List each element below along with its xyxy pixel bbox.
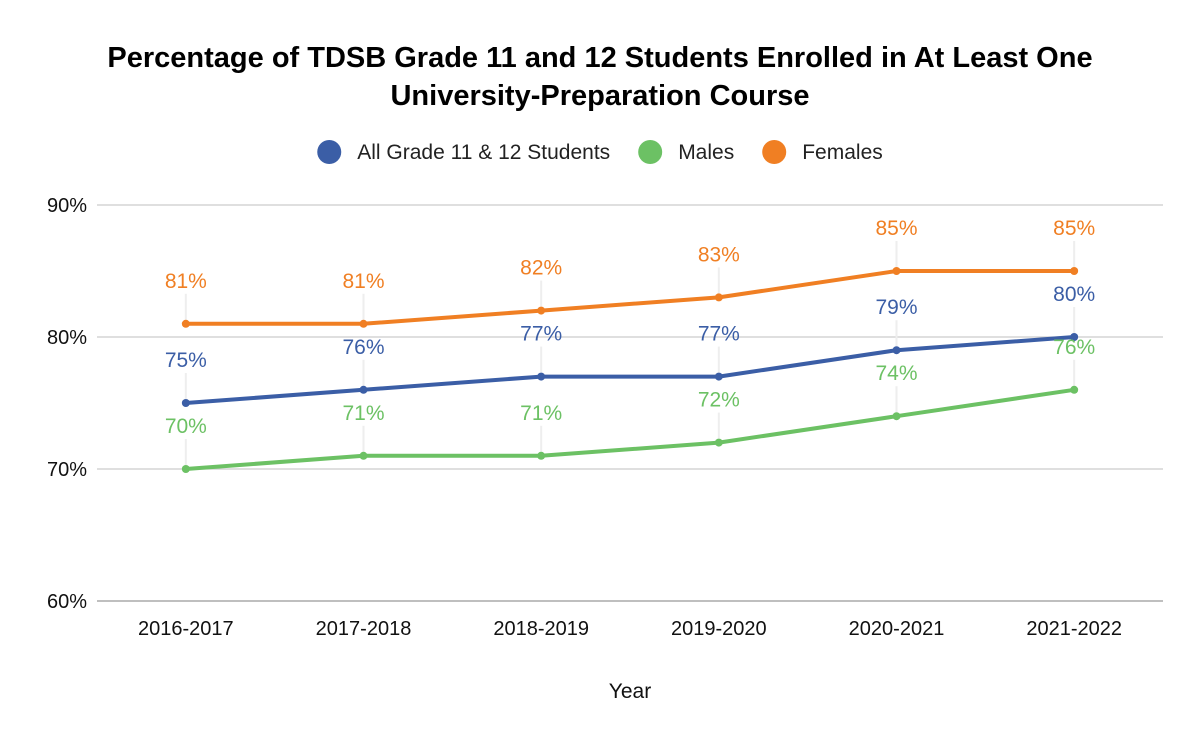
data-point <box>892 412 901 421</box>
legend: All Grade 11 & 12 Students Males Females <box>317 140 883 164</box>
series-layer <box>181 241 1079 473</box>
data-point <box>714 372 723 381</box>
chart-title-line-2: University-Preparation Course <box>390 80 809 112</box>
data-label: 83% <box>698 243 740 266</box>
data-label: 81% <box>342 270 384 293</box>
data-label: 82% <box>520 257 562 280</box>
x-axis-label: Year <box>609 680 651 703</box>
data-label: 77% <box>698 323 740 346</box>
chart-title-line-1: Percentage of TDSB Grade 11 and 12 Stude… <box>107 42 1092 74</box>
y-tick-label: 80% <box>47 327 87 349</box>
data-point <box>181 319 190 328</box>
data-labels: 75% 76% 77% 77% 79% 80% 70% 71% 71% 72% 74% 76% 81% 8… <box>165 217 1095 438</box>
legend-item: Females <box>762 140 883 164</box>
data-label: 79% <box>875 296 917 319</box>
data-point <box>359 319 368 328</box>
data-label: 71% <box>520 402 562 425</box>
legend-label: Males <box>678 141 734 164</box>
series-2 <box>181 267 1079 328</box>
series-line <box>183 269 1077 326</box>
y-tick-label: 90% <box>47 195 87 217</box>
data-label: 74% <box>875 362 917 385</box>
series-line <box>183 387 1077 471</box>
x-tick-label: 2020-2021 <box>849 618 945 640</box>
data-point <box>714 438 723 447</box>
data-point <box>537 372 546 381</box>
legend-swatch <box>317 140 342 164</box>
data-point <box>892 267 901 275</box>
legend-label: Females <box>802 141 883 164</box>
x-axis-ticks: 2016-2017 2017-2018 2018-2019 2019-2020 2020… <box>138 618 1122 640</box>
data-label: 80% <box>1053 283 1095 306</box>
data-point <box>359 385 368 394</box>
legend-item: Males <box>638 140 734 164</box>
data-label: 76% <box>342 336 384 359</box>
data-point <box>1070 267 1079 275</box>
data-label: 70% <box>165 415 207 438</box>
x-tick-label: 2021-2022 <box>1026 618 1122 640</box>
y-tick-label: 70% <box>47 459 87 481</box>
x-tick-label: 2019-2020 <box>671 618 767 640</box>
data-point <box>1070 333 1079 341</box>
gridlines <box>97 204 1163 602</box>
label-leaders <box>184 241 1076 465</box>
legend-item: All Grade 11 & 12 Students <box>317 140 610 164</box>
data-point <box>892 346 901 355</box>
legend-swatch <box>762 140 787 164</box>
legend-label: All Grade 11 & 12 Students <box>357 141 610 164</box>
data-point <box>181 399 190 407</box>
chart-title: Percentage of TDSB Grade 11 and 12 Stude… <box>107 42 1092 112</box>
data-label: 77% <box>520 323 562 346</box>
series-0 <box>181 333 1079 407</box>
data-label: 76% <box>1053 336 1095 359</box>
data-point <box>714 293 723 302</box>
x-tick-label: 2016-2017 <box>138 618 234 640</box>
data-point <box>359 451 368 460</box>
data-label: 71% <box>342 402 384 425</box>
x-tick-label: 2018-2019 <box>493 618 589 640</box>
legend-swatch <box>638 140 663 164</box>
data-label: 85% <box>1053 217 1095 240</box>
series-1 <box>181 385 1079 473</box>
data-label: 72% <box>698 389 740 412</box>
data-label: 85% <box>875 217 917 240</box>
data-label: 81% <box>165 270 207 293</box>
y-axis-ticks: 60% 70% 80% 90% <box>47 195 87 613</box>
series-line <box>183 335 1077 405</box>
y-tick-label: 60% <box>47 591 87 613</box>
data-point <box>1070 385 1079 394</box>
data-label: 75% <box>165 349 207 372</box>
x-tick-label: 2017-2018 <box>316 618 412 640</box>
data-point <box>537 451 546 460</box>
data-point <box>537 306 546 315</box>
data-point <box>181 465 190 473</box>
